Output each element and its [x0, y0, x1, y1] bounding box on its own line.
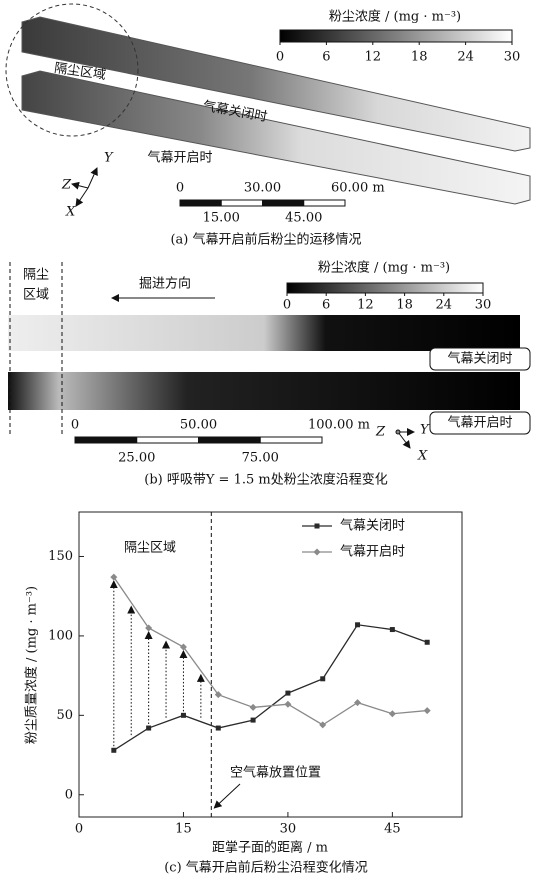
triad-z [72, 184, 88, 188]
colorbar [287, 283, 483, 293]
x-axis-title: 距掌子面的距离 / m [212, 840, 328, 856]
triad-x [76, 188, 88, 206]
axis-triad [396, 430, 414, 448]
marker [320, 676, 325, 681]
marker [425, 640, 430, 645]
y-tick-label: 0 [65, 787, 73, 802]
caption: (a) 气幕开启前后粉尘的运移情况 [170, 232, 361, 248]
scale-label: 0 [176, 181, 184, 196]
scale-label: 50.00 [180, 418, 217, 433]
series-line [114, 625, 427, 750]
triad-x [398, 432, 410, 448]
scale-label: 75.00 [242, 451, 279, 466]
colorbar-tick-label: 6 [322, 50, 330, 65]
marker [319, 721, 326, 728]
marker [355, 622, 360, 627]
colorbar-tick-label: 30 [475, 298, 492, 313]
legend-marker [314, 549, 321, 556]
marker [389, 710, 396, 717]
direction-label: 掘进方向 [139, 276, 191, 292]
axis-x-label: X [417, 449, 428, 464]
marker [284, 701, 291, 708]
y-tick-label: 100 [48, 628, 73, 643]
scale-segment [260, 437, 322, 443]
y-axis-title: 粉尘质量浓度 / (mg · m⁻³) [24, 586, 40, 744]
colorbar-tick-label: 0 [276, 50, 284, 65]
figure: 隔尘区域 气幕关闭时 气幕开启时 Y Z X 粉尘浓度 / (mg · m⁻³)… [0, 0, 533, 882]
scale-segment [199, 437, 261, 443]
open-label: 气幕开启时 [147, 150, 212, 166]
marker [285, 691, 290, 696]
x-tick-label: 30 [280, 822, 297, 837]
scale-segment [180, 200, 221, 206]
axis-x-label: X [65, 205, 76, 220]
colorbar-title: 粉尘浓度 / (mg · m⁻³) [329, 9, 461, 25]
colorbar-tick-label: 24 [436, 298, 453, 313]
colorbar-tick-label: 30 [504, 50, 521, 65]
zone-label: 隔尘 [23, 268, 49, 283]
scale-label: 25.00 [118, 451, 155, 466]
closed-label: 气幕关闭时 [447, 351, 512, 367]
caption: (b) 呼吸带Y = 1.5 m处粉尘浓度沿程变化 [144, 472, 387, 488]
scale-segment [137, 437, 199, 443]
marker [250, 704, 257, 711]
marker [111, 748, 116, 753]
scale-label: 60.00 m [331, 181, 385, 196]
colorbar-tick-label: 6 [322, 298, 330, 313]
colorbar [280, 30, 512, 42]
legend-label: 气幕关闭时 [340, 518, 405, 534]
scale-label: 100.00 m [308, 418, 370, 433]
axis-z-label: Z [61, 178, 72, 193]
band-open [8, 372, 520, 410]
triad-z [396, 430, 400, 434]
legend-label: 气幕开启时 [340, 544, 405, 560]
marker [390, 627, 395, 632]
x-tick-label: 15 [175, 822, 192, 837]
series-line [114, 577, 427, 725]
marker [424, 707, 431, 714]
scale-segment [304, 200, 345, 206]
scale-segment [221, 200, 262, 206]
scale-segment [263, 200, 304, 206]
colorbar-tick-label: 18 [411, 50, 428, 65]
open-label: 气幕开启时 [447, 415, 512, 431]
x-tick-label: 45 [384, 822, 401, 837]
zone-annotation: 隔尘区域 [124, 541, 176, 556]
axis-y-label: Y [420, 423, 430, 438]
triad-y [88, 168, 97, 188]
colorbar-tick-label: 12 [365, 50, 382, 65]
scale-label: 45.00 [285, 211, 322, 226]
marker [354, 699, 361, 706]
colorbar-tick-label: 0 [283, 298, 291, 313]
band-closed [8, 315, 520, 351]
scale-label: 15.00 [203, 211, 240, 226]
marker [181, 713, 186, 718]
marker [251, 718, 256, 723]
colorbar-title: 粉尘浓度 / (mg · m⁻³) [318, 260, 450, 276]
scale-label: 30.00 [244, 181, 281, 196]
colorbar-tick-label: 24 [457, 50, 474, 65]
zone-label: 区域 [23, 288, 49, 303]
y-tick-label: 150 [48, 549, 73, 564]
divider-arrow [214, 784, 240, 808]
caption: (c) 气幕开启前后粉尘沿程变化情况 [164, 860, 368, 876]
axis-z-label: Z [375, 425, 386, 440]
colorbar-tick-label: 18 [396, 298, 413, 313]
legend-marker [315, 524, 320, 529]
marker [146, 726, 151, 731]
divider-annotation: 空气幕放置位置 [230, 765, 321, 781]
scale-label: 0 [71, 418, 79, 433]
colorbar-tick-label: 12 [357, 298, 374, 313]
y-tick-label: 50 [56, 708, 73, 723]
axis-triad [72, 168, 97, 206]
axis-y-label: Y [104, 151, 114, 166]
marker [216, 726, 221, 731]
x-tick-label: 0 [75, 822, 83, 837]
scale-segment [75, 437, 137, 443]
